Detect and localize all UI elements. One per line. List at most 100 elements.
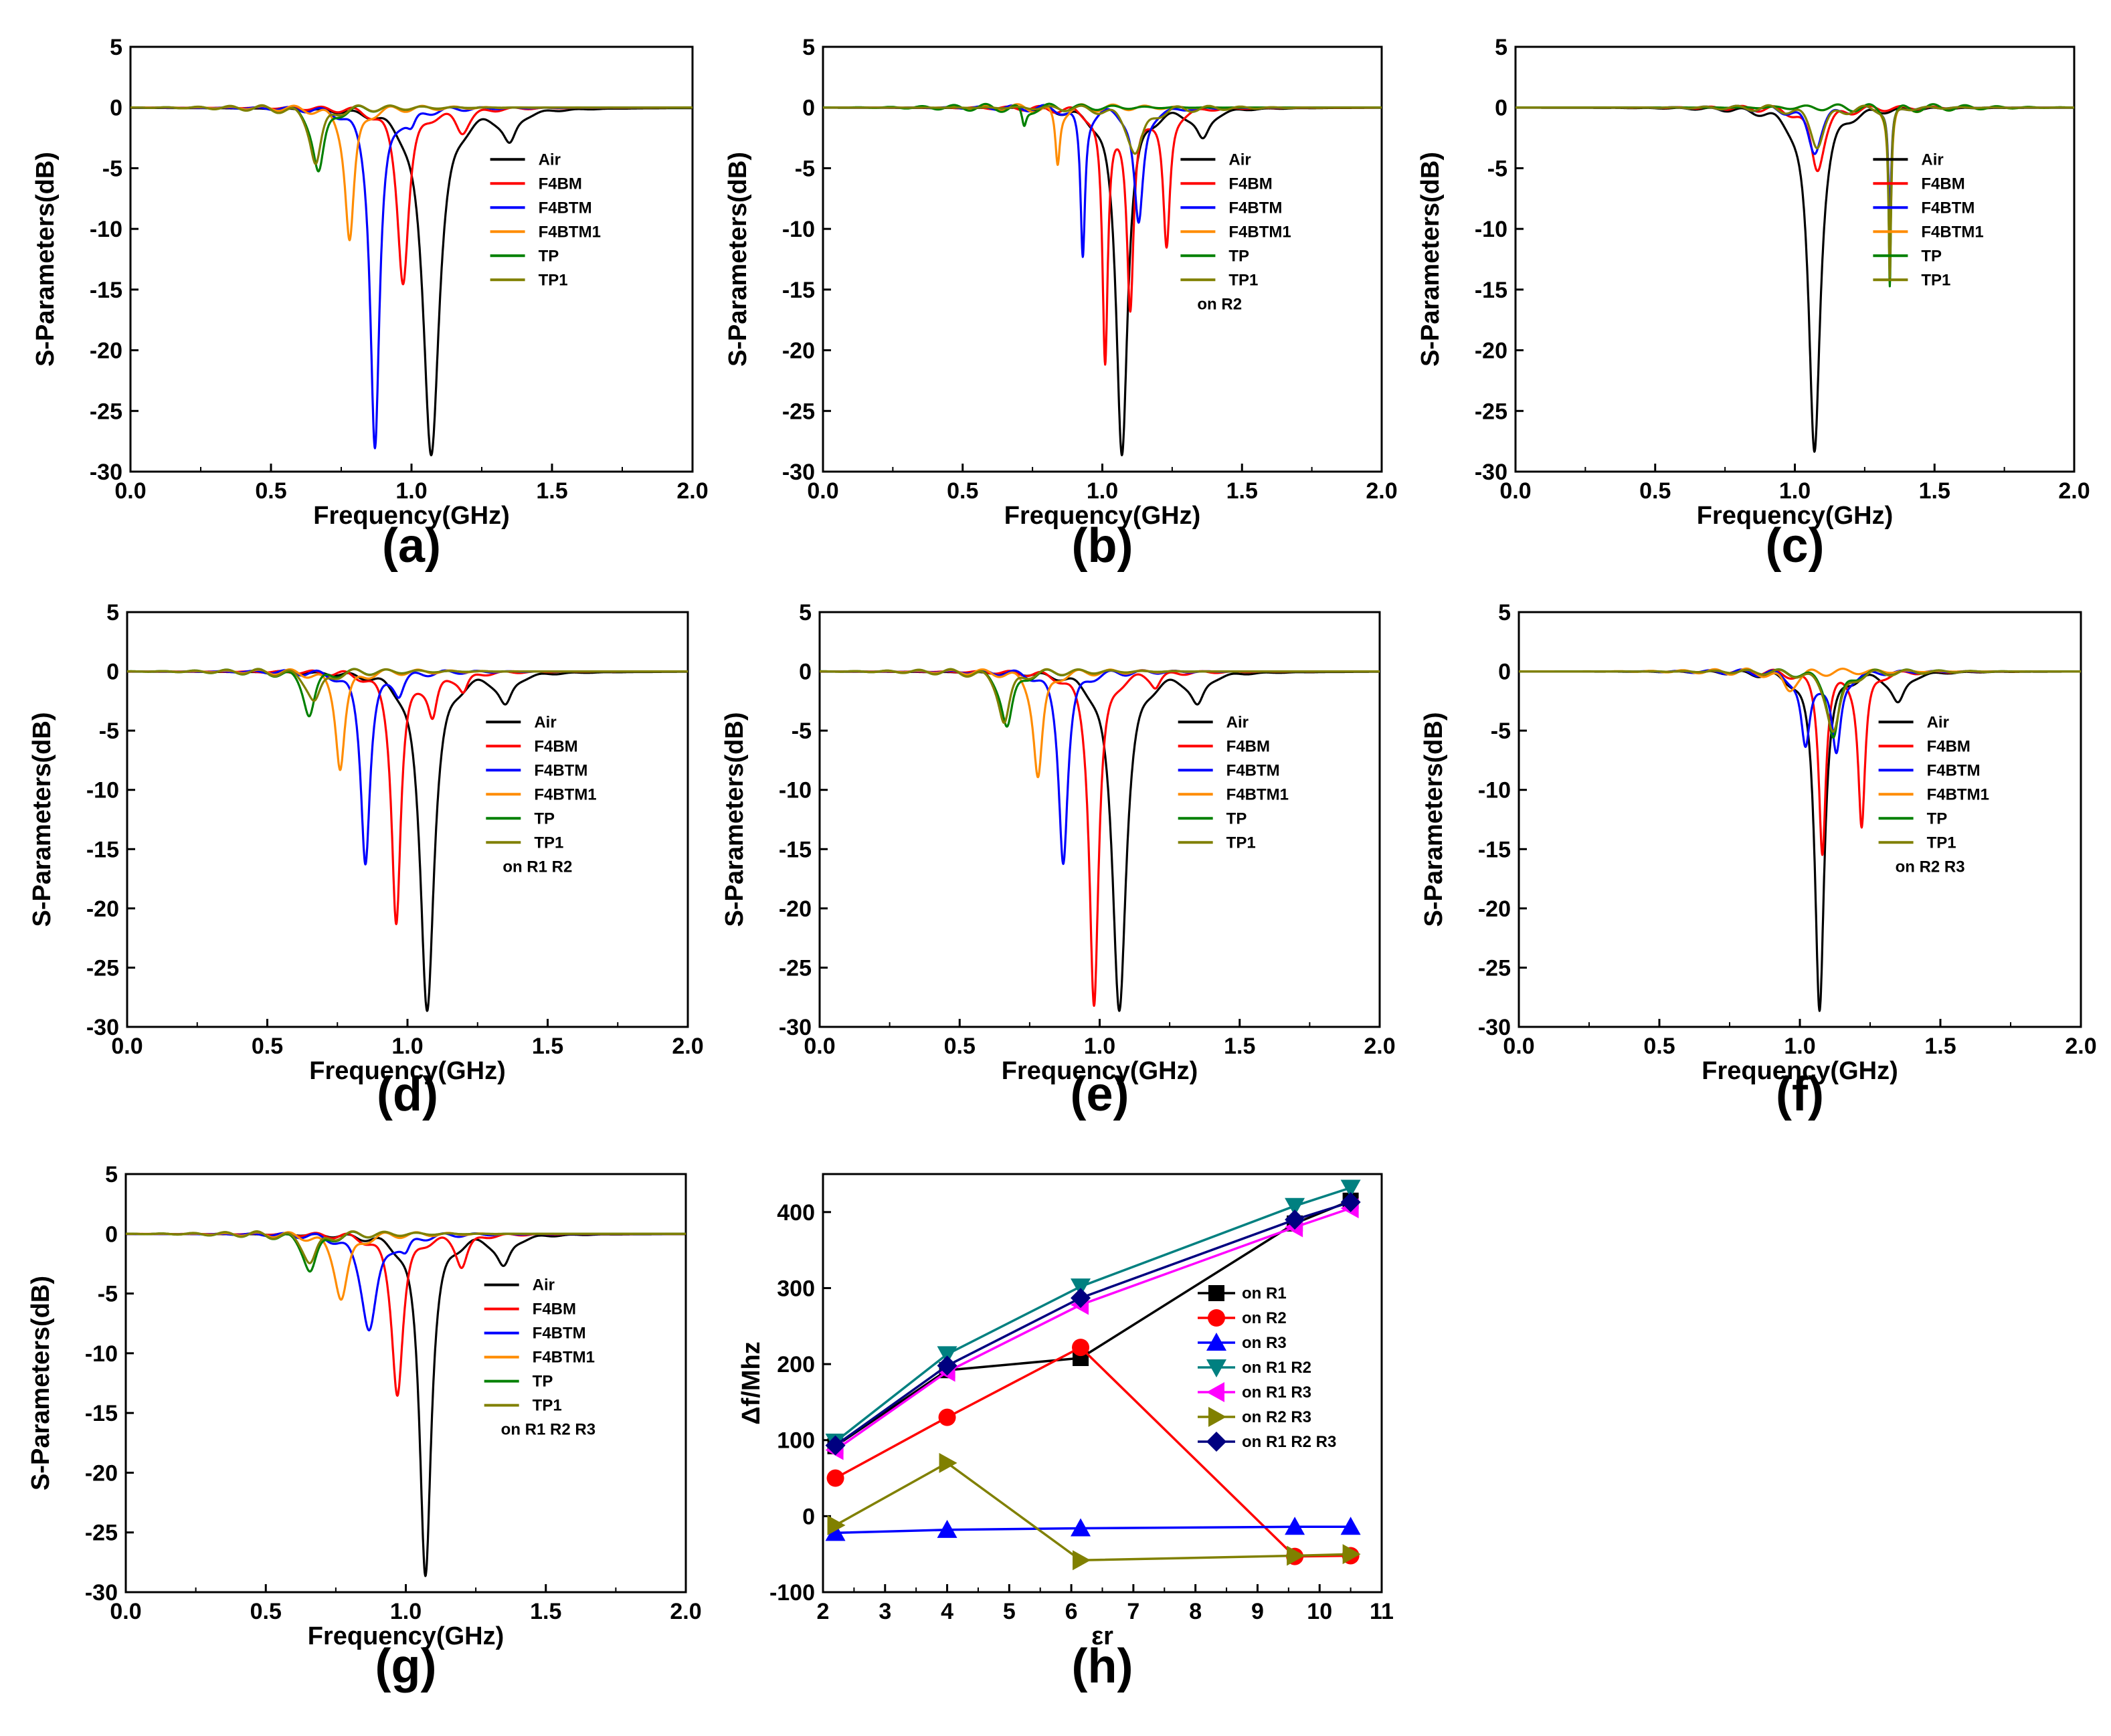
data-point [938, 1408, 956, 1426]
x-tick-label: 2 [817, 1599, 830, 1624]
y-tick-label: 5 [1495, 35, 1507, 60]
y-tick-label: -5 [102, 156, 122, 181]
legend-label: F4BTM [1228, 199, 1282, 217]
x-tick-label: 0.5 [1639, 478, 1671, 504]
data-point [826, 1469, 844, 1487]
legend-marker [1206, 1359, 1226, 1377]
legend-label: TP [1927, 809, 1948, 828]
series-line-tp1 [124, 1230, 687, 1264]
plot-frame [1518, 611, 2082, 1028]
x-tick-label: 5 [1003, 1599, 1016, 1624]
data-point [1071, 1278, 1091, 1297]
legend-label: F4BTM1 [539, 223, 601, 241]
legend-label: TP1 [1921, 271, 1950, 289]
data-point [937, 1519, 957, 1538]
legend-label: F4BTM [533, 1325, 586, 1343]
x-tick-label: 8 [1189, 1599, 1202, 1624]
x-tick-label: 9 [1251, 1599, 1264, 1624]
x-tick-label: 0.5 [1643, 1034, 1675, 1059]
legend-marker [1208, 1309, 1225, 1327]
x-tick-label: 2.0 [2058, 478, 2090, 504]
y-tick-label: -30 [1478, 1015, 1511, 1040]
legend-label: TP [539, 247, 559, 265]
panel-label: (c) [1766, 519, 1825, 573]
panel-label: (a) [382, 519, 441, 573]
x-tick-label: 2.0 [1364, 1034, 1395, 1059]
x-tick-label: 3 [879, 1599, 891, 1624]
panel-d: 0.0 0.5 1.0 1.5 2.0 5 0 -5 -10 -15 -20 -25 -30 Freque… [28, 600, 704, 1121]
y-tick-label: -25 [779, 955, 812, 981]
y-tick-label: -10 [90, 217, 122, 242]
y-tick-label: 5 [1498, 600, 1511, 625]
y-axis-label: S-Parameters(dB) [1420, 712, 1448, 927]
y-axis-label: S-Parameters(dB) [724, 152, 752, 367]
series-line-tp1 [129, 104, 694, 165]
legend-label: F4BTM [539, 199, 592, 217]
series-line-f4btm [129, 106, 694, 450]
y-tick-label: -10 [86, 778, 119, 803]
y-tick-label: 0 [1495, 96, 1507, 121]
series-line-f4bm [129, 105, 694, 286]
y-tick-label: 0 [110, 96, 122, 121]
panel-g: 0.0 0.5 1.0 1.5 2.0 5 0 -5 -10 -15 -20 -25 -30 Freque… [27, 1162, 702, 1693]
series-line-tp [126, 668, 689, 718]
data-point [1340, 1192, 1361, 1213]
series-line-on-r2-r3 [834, 1461, 1351, 1562]
y-tick-label: -30 [85, 1580, 118, 1606]
x-tick-label: 0.5 [947, 478, 978, 504]
x-axis-label: Frequency(GHz) [1002, 1057, 1198, 1085]
x-tick-label: 1.0 [391, 1034, 423, 1059]
y-tick-label: -15 [782, 278, 815, 303]
y-axis-label: S-Parameters(dB) [1416, 152, 1445, 367]
series-line-f4btm [126, 669, 689, 866]
x-axis-label: Frequency(GHz) [309, 1057, 505, 1085]
y-tick-label: -10 [1478, 778, 1511, 803]
y-tick-label: -10 [782, 217, 815, 242]
x-tick-label: 1.5 [1924, 1034, 1956, 1059]
y-tick-label: -5 [98, 1282, 118, 1307]
y-tick-label: 200 [777, 1352, 815, 1377]
legend-label: F4BTM [1226, 761, 1280, 779]
panel-label: (g) [375, 1640, 437, 1693]
y-tick-label: -15 [86, 837, 119, 862]
data-point [937, 1355, 957, 1376]
y-tick-label: -5 [795, 156, 815, 181]
x-axis-label: Frequency(GHz) [1004, 502, 1200, 530]
series-line-tp [129, 104, 694, 173]
panel-note: on R2 [1197, 295, 1242, 313]
y-tick-label: -10 [85, 1341, 118, 1367]
legend-label: TP1 [534, 834, 563, 852]
legend-label: on R1 R3 [1242, 1383, 1311, 1402]
x-tick-label: 0.0 [807, 478, 838, 504]
x-tick-label: 0.0 [110, 1599, 141, 1624]
y-axis-label: Δf/Mhz [737, 1341, 765, 1424]
legend-label: TP [534, 809, 555, 828]
x-tick-label: 0.0 [1503, 1034, 1534, 1059]
legend-label: on R2 R3 [1242, 1408, 1311, 1426]
data-point [1340, 1517, 1361, 1535]
x-tick-label: 4 [941, 1599, 953, 1624]
legend-label: TP1 [539, 271, 568, 289]
legend-label: F4BM [534, 737, 577, 755]
legend-label: F4BM [1927, 737, 1970, 755]
panel-note: on R1 R2 [502, 858, 572, 876]
y-tick-label: -20 [85, 1460, 118, 1486]
x-axis-label: Frequency(GHz) [308, 1622, 504, 1650]
legend-label: TP1 [1228, 271, 1258, 289]
x-tick-label: 2.0 [670, 1599, 701, 1624]
series-line-f4btm [1514, 104, 2076, 224]
legend-label: F4BTM1 [533, 1349, 595, 1367]
legend-label: F4BTM [1927, 761, 1981, 779]
data-point [825, 1435, 846, 1456]
x-tick-label: 2.0 [676, 478, 708, 504]
x-tick-label: 6 [1065, 1599, 1078, 1624]
y-tick-label: 0 [799, 660, 812, 685]
data-point [1071, 1518, 1091, 1537]
legend-label: Air [539, 151, 561, 169]
series-line-air [1514, 106, 2076, 453]
data-point [1285, 1197, 1305, 1216]
series-line-tp1 [822, 104, 1383, 155]
legend-label: Air [1927, 713, 1949, 731]
legend-label: on R1 R2 R3 [1242, 1433, 1336, 1451]
panel-note: on R2 R3 [1896, 858, 1965, 876]
